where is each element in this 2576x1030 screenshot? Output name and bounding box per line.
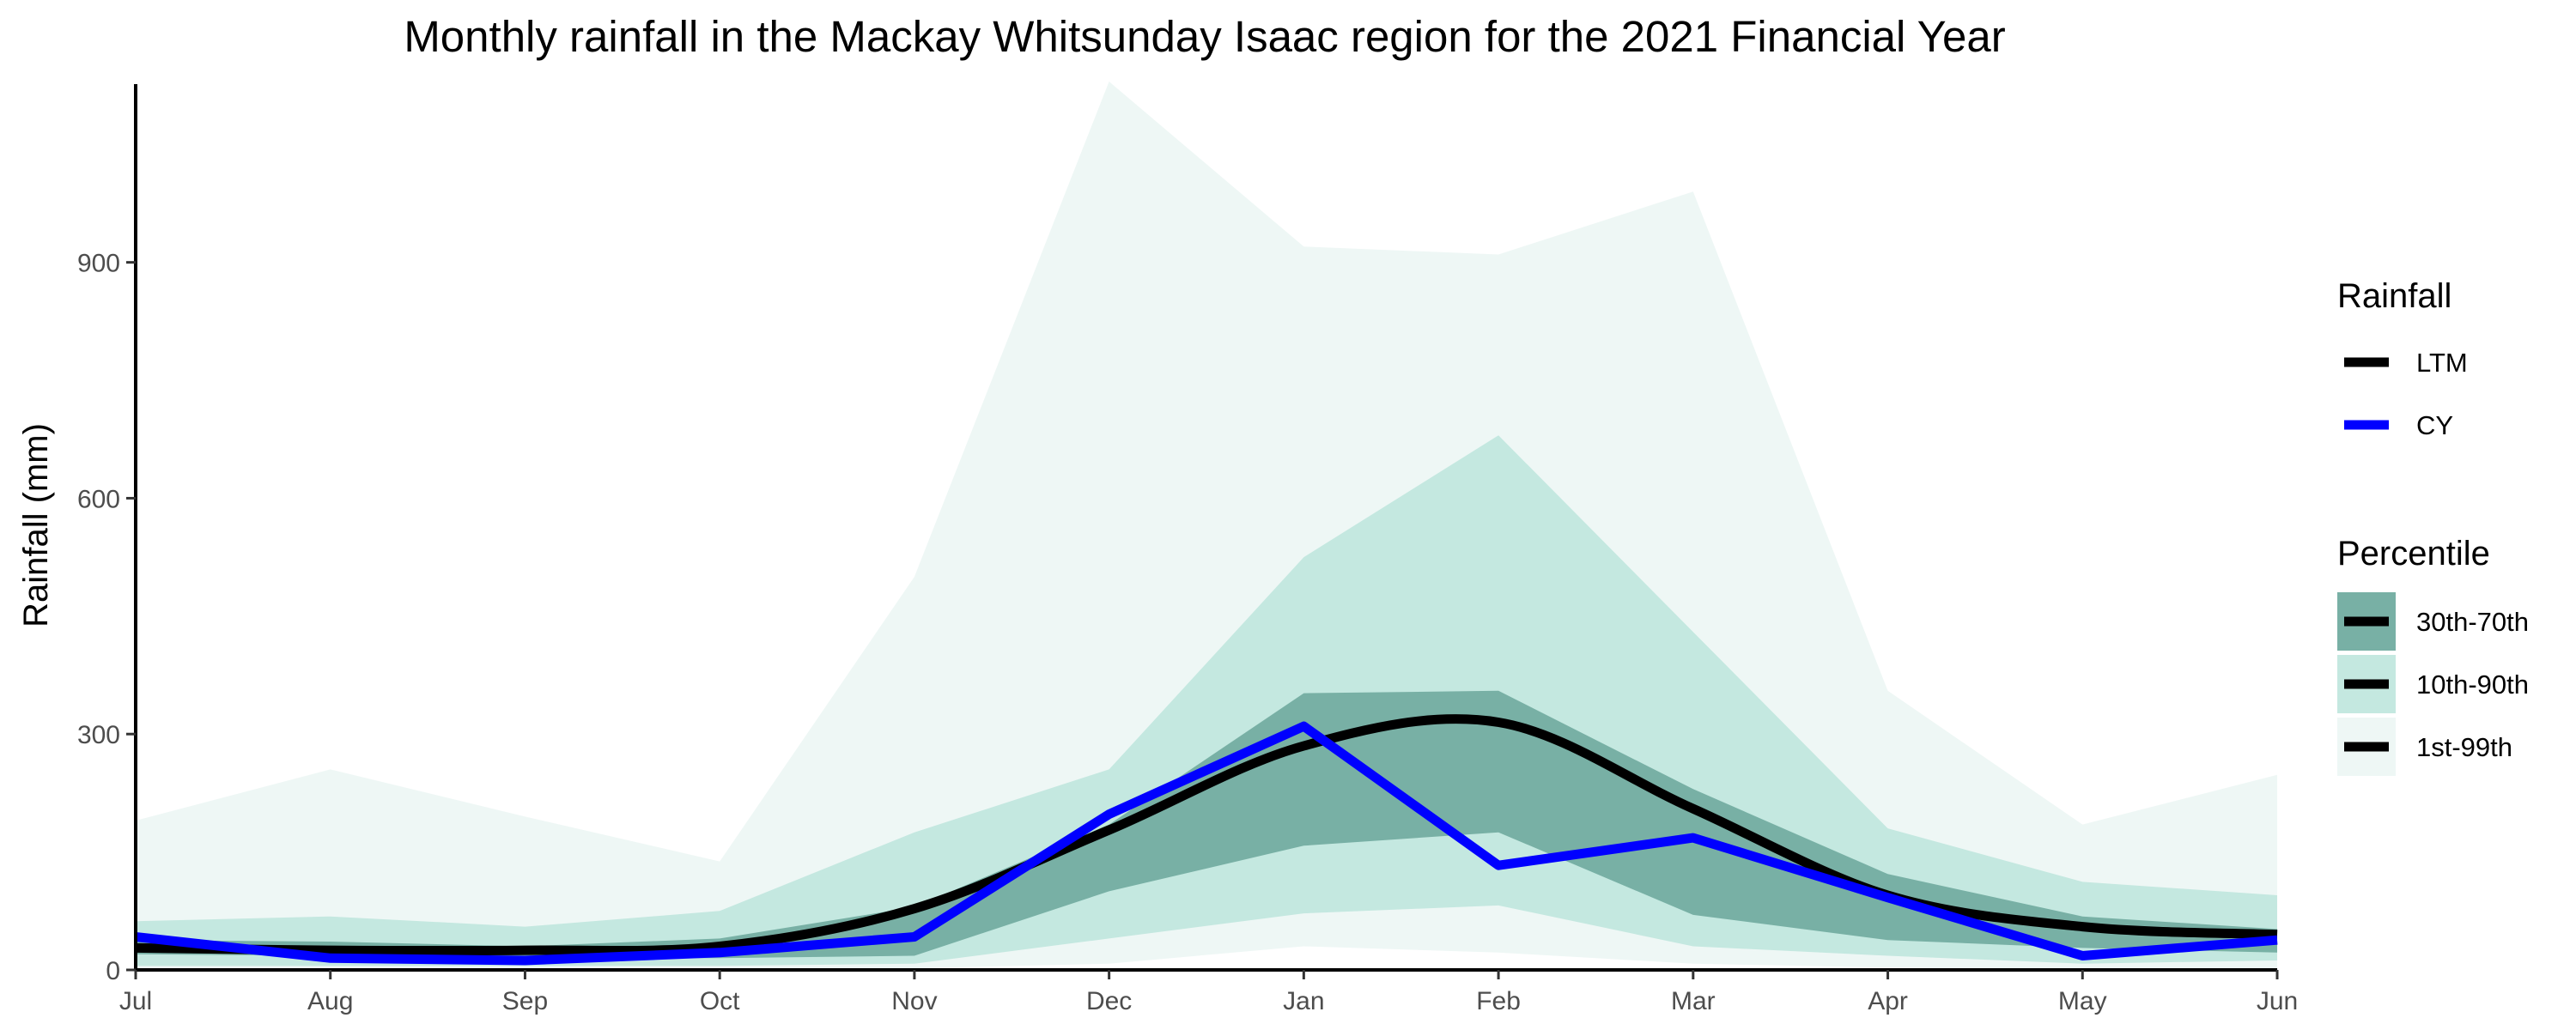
x-tick-label-oct: Oct [700, 987, 740, 1015]
legend-title-percentile: Percentile [2337, 535, 2490, 573]
band-30th-70th [136, 690, 2277, 959]
axes: 0 300 600 900 Jul Aug Sep Oct Nov Dec Jan Feb Mar Apr… [77, 84, 2298, 1015]
x-tick-label-apr: Apr [1868, 987, 1908, 1015]
y-tick-label: 0 [106, 957, 120, 985]
y-axis-label: Rainfall (mm) [17, 423, 55, 627]
series-line-cy [135, 721, 2278, 966]
legend-label-cy: CY [2416, 410, 2453, 440]
x-tick-label-mar: Mar [1671, 987, 1716, 1015]
legend-title-rainfall: Rainfall [2337, 277, 2451, 315]
x-tick-label-may: May [2058, 987, 2107, 1015]
x-tick-label-feb: Feb [1476, 987, 1521, 1015]
x-tick-label-dec: Dec [1086, 987, 1132, 1015]
y-tick-label: 300 [77, 721, 120, 749]
x-tick-label-jul: Jul [119, 987, 152, 1015]
chart-title: Monthly rainfall in the Mackay Whitsunda… [404, 12, 2005, 61]
legend-label-ltm: LTM [2416, 348, 2468, 378]
x-tick-label-aug: Aug [307, 987, 353, 1015]
y-tick-label: 600 [77, 485, 120, 513]
legend-label-1st-99th: 1st-99th [2416, 732, 2512, 762]
legend-label-10th-90th: 10th-90th [2416, 670, 2529, 700]
legend-label-30th-70th: 30th-70th [2416, 607, 2529, 637]
x-tick-label-nov: Nov [891, 987, 937, 1015]
x-tick-label-jun: Jun [2257, 987, 2298, 1015]
y-tick-label: 900 [77, 250, 120, 278]
x-tick-label-jan: Jan [1283, 987, 1324, 1015]
plot-area [135, 82, 2278, 970]
x-tick-label-sep: Sep [502, 987, 548, 1015]
legend: Rainfall LTM CY Percentile 30th-70th 10th-90t… [2337, 277, 2529, 776]
